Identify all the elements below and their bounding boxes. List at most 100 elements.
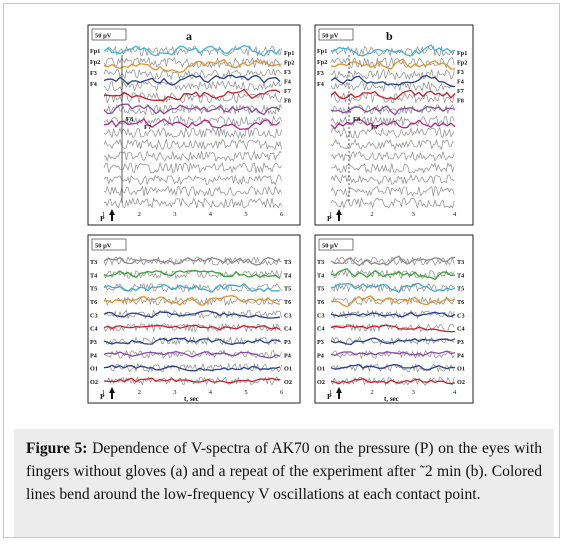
envelope-trace-t3 [103, 256, 281, 266]
inner-label-f7: F7 [371, 124, 379, 131]
channel-label-left: F3 [90, 70, 97, 77]
panel-label: a [186, 29, 192, 43]
envelope-trace-o2 [103, 377, 281, 384]
time-tick-label: 5 [244, 389, 247, 396]
channel-label-right: P3 [457, 339, 464, 346]
channel-label-left: C4 [317, 326, 325, 333]
envelope-trace-o1 [330, 363, 456, 371]
raw-trace [330, 197, 455, 209]
channel-label-left: F4 [317, 81, 324, 88]
envelope-trace-f7 [330, 105, 456, 116]
pressure-marker-label: P [327, 392, 332, 401]
channel-label-left: T5 [90, 286, 97, 293]
envelope-trace-p3 [103, 337, 281, 345]
channel-label-left: F3 [317, 70, 324, 77]
scale-box [318, 238, 354, 251]
scale-label: 50 μV [95, 243, 112, 250]
raw-trace [330, 80, 455, 92]
channel-label-right: C3 [284, 312, 292, 319]
channel-label-right: T3 [457, 259, 464, 266]
raw-trace [103, 185, 282, 197]
inner-label-f8: F8 [353, 116, 361, 123]
channel-label-right: T4 [284, 272, 291, 279]
panel-label: b [386, 29, 393, 43]
panel-a-bot: 50 μVT3T4T5T6C3C4P3P4O1O2T3T4T5T6C3C4P3P… [87, 234, 301, 404]
raw-trace [103, 174, 282, 186]
channel-label-right: F3 [457, 69, 464, 76]
figure-caption: Figure 5: Dependence of V-spectra of AK7… [14, 429, 554, 537]
time-tick-label: 2 [370, 389, 373, 396]
raw-trace [103, 115, 282, 128]
time-tick-label: 1 [329, 211, 332, 218]
time-tick-label: 4 [209, 389, 213, 396]
figure-frame: 50 μV a Fp1 Fp2 F3 F4 F7 F8 Fp1 Fp2 F3 F4 F8 F7 1 2 3 4 5 6… [3, 3, 560, 538]
raw-trace [103, 68, 282, 80]
channel-label-left: Fp2 [317, 59, 327, 66]
scale-label: 50 μV [95, 33, 112, 40]
envelope-trace-t3 [330, 255, 456, 267]
raw-trace [330, 336, 455, 346]
channel-label-right: F4 [284, 79, 291, 86]
envelope-trace-t5 [330, 282, 456, 294]
pressure-marker-label: P [100, 392, 105, 401]
inner-label-f8: F8 [126, 116, 134, 123]
channel-label-right: P4 [457, 352, 464, 359]
channel-label-left: P4 [90, 352, 97, 359]
envelope-trace-fp2 [330, 58, 455, 70]
raw-trace [330, 173, 455, 186]
channel-label-left: T5 [317, 286, 324, 293]
pressure-arrow-icon [336, 209, 342, 221]
envelope-trace-o2 [330, 377, 456, 385]
envelope-trace-p3 [330, 337, 456, 346]
channel-label-left: O2 [317, 379, 325, 386]
raw-trace [103, 256, 282, 266]
envelope-trace-t6 [103, 295, 281, 306]
channel-label-right: P3 [284, 339, 291, 346]
envelope-trace-f4 [330, 89, 456, 101]
pressure-arrow-icon [109, 209, 115, 221]
envelope-trace-c3 [330, 311, 456, 318]
inner-label-f7: F7 [144, 124, 152, 131]
raw-trace [103, 349, 282, 360]
envelope-trace-c4 [103, 324, 281, 331]
eeg-figure: 50 μV a Fp1 Fp2 F3 F4 F7 F8 Fp1 Fp2 F3 F4 F8 F7 1 2 3 4 5 6… [87, 24, 474, 404]
envelope-trace-f8 [330, 118, 456, 130]
time-tick-label: 1 [329, 389, 332, 396]
raw-trace [103, 322, 282, 333]
envelope-trace-p4 [330, 350, 456, 357]
channel-label-right: C4 [284, 326, 292, 333]
channel-label-right: F4 [457, 79, 464, 86]
raw-trace [103, 126, 282, 139]
scale-label: 50 μV [322, 243, 339, 250]
caption-text: Dependence of V-spectra of AK70 on the p… [26, 440, 543, 503]
time-tick-label: 1 [102, 211, 105, 218]
channel-label-left: P3 [90, 339, 97, 346]
caption-label: Figure 5: [26, 440, 88, 457]
channel-label-right: Fp1 [284, 50, 294, 57]
raw-trace [330, 185, 455, 197]
time-tick-label: 1 [102, 389, 105, 396]
channel-label-left: O1 [317, 366, 325, 373]
pressure-marker-label: P [100, 214, 105, 223]
raw-trace [103, 197, 282, 209]
pressure-arrow-icon [109, 387, 115, 399]
channel-label-right: F8 [284, 98, 291, 105]
time-tick-label: 2 [138, 389, 141, 396]
envelope-trace-t5 [103, 282, 281, 293]
channel-label-left: T6 [317, 299, 324, 306]
time-tick-label: 6 [280, 211, 284, 218]
raw-trace [330, 323, 455, 333]
raw-trace [330, 296, 455, 306]
channel-label-left: T3 [317, 259, 324, 266]
time-tick-label: 4 [453, 389, 457, 396]
panel-b-bot: 50 μVT3T4T5T6C3C4P3P4O1O2T3T4T5T6C3C4P3P… [314, 234, 474, 404]
envelope-trace-fp1 [103, 45, 281, 57]
panel-b-top: 50 μV b Fp1 Fp2 F3 F4 F7 F8 Fp1 Fp2 F3 F4 F8 F7 1 2 3 4 P [314, 24, 474, 226]
channel-label-left: O1 [90, 366, 98, 373]
raw-trace [103, 91, 282, 104]
pressure-marker-label: P [327, 214, 332, 223]
channel-label-right: F7 [457, 88, 464, 95]
channel-label-left: C3 [90, 312, 98, 319]
channel-label-right: O1 [284, 366, 292, 373]
time-tick-label: 3 [173, 211, 176, 218]
